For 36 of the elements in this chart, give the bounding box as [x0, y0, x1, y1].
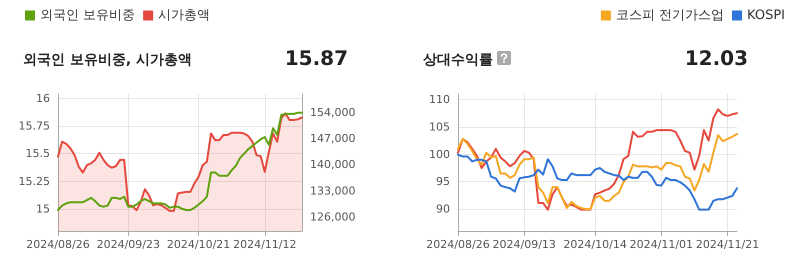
- x-tick-label: 2024/09/23: [96, 238, 160, 251]
- legend-label: 시가총액: [158, 8, 210, 23]
- text: 15.87: [284, 46, 348, 70]
- line-series: [457, 108, 738, 211]
- line-series: [457, 133, 738, 210]
- x-tick-label: 2024/11/01: [630, 238, 694, 251]
- y-tick-label: 100: [429, 148, 450, 161]
- chart-title: 상대수익률: [423, 52, 493, 68]
- legend-label: 외국인 보유비중: [40, 8, 136, 23]
- y-tick-label: 16: [36, 92, 50, 105]
- y-tick-label: 15.5: [26, 147, 50, 160]
- line-series: [57, 112, 303, 212]
- x-tick-label: 2024/08/26: [426, 238, 490, 251]
- y-tick-label: 95: [436, 175, 450, 188]
- legend-label: KOSPI: [747, 8, 786, 23]
- chart-title: 외국인 보유비중, 시가총액: [23, 52, 192, 68]
- x-tick-label: 2024/08/26: [26, 238, 90, 251]
- y-tick-label: 15.75: [18, 120, 50, 133]
- x-tick-label: 2024/10/14: [563, 238, 627, 251]
- x-tick-label: 2024/11/12: [233, 238, 296, 251]
- x-tick-label: 2024/11/21: [696, 238, 760, 251]
- x-tick-label: 2024/10/21: [166, 238, 230, 251]
- y2-tick-label: 140,000: [310, 158, 356, 172]
- y2-tick-label: 126,000: [310, 210, 356, 224]
- y-tick-label: 90: [436, 202, 450, 216]
- y-tick-label: 110: [429, 92, 450, 106]
- line-series: [457, 154, 738, 211]
- text: 12.03: [684, 46, 748, 70]
- y-tick-label: 15: [36, 202, 50, 216]
- y2-tick-label: 133,000: [310, 184, 356, 198]
- y2-tick-label: 147,000: [310, 132, 356, 146]
- y-tick-label: 15.25: [18, 174, 50, 188]
- x-tick-label: 2024/09/13: [492, 238, 556, 251]
- y-tick-label: 105: [429, 120, 450, 134]
- legend-label: 코스피 전기가스업: [616, 8, 724, 23]
- y2-tick-label: 154,000: [310, 106, 356, 120]
